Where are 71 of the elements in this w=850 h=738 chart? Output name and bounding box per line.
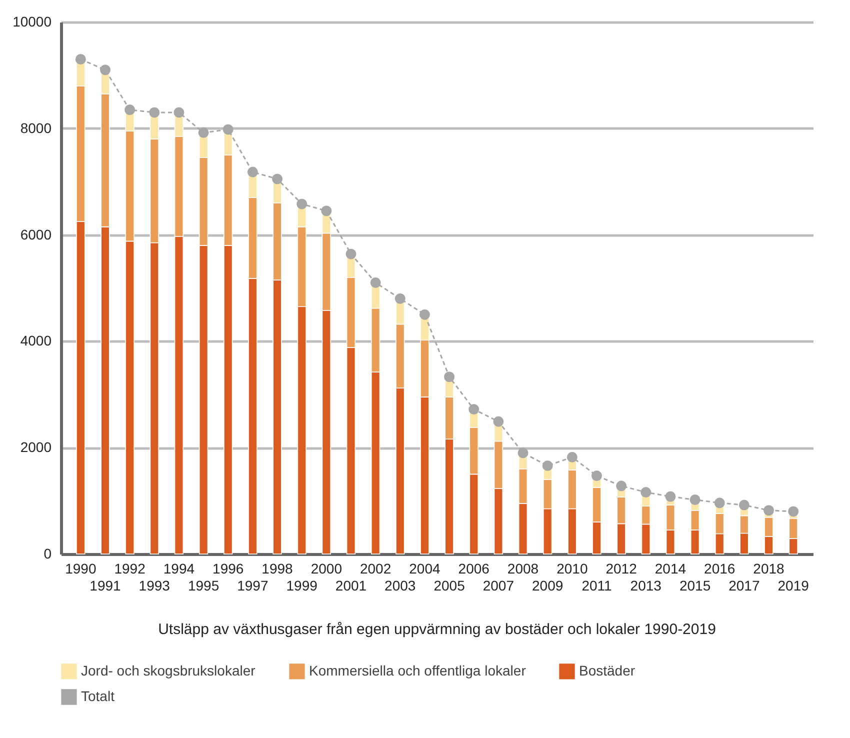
y-tick-label: 0 xyxy=(44,546,52,562)
point xyxy=(591,470,602,482)
point xyxy=(222,124,234,135)
x-tick-label: 2009 xyxy=(532,578,564,594)
point xyxy=(444,372,455,382)
x-tick-label: 1990 xyxy=(65,560,96,576)
x-tick-label: 2007 xyxy=(482,578,514,594)
x-tick-label: 1997 xyxy=(237,578,268,594)
point xyxy=(690,494,700,505)
point xyxy=(518,448,528,458)
x-tick-label: 1991 xyxy=(90,578,122,594)
point xyxy=(714,498,725,508)
point xyxy=(493,416,504,427)
x-tick-label: 1994 xyxy=(163,560,195,576)
x-tick-label: 2006 xyxy=(458,560,490,576)
point xyxy=(468,404,480,415)
x-tick-label: 2004 xyxy=(409,560,440,576)
x-tick-label: 1999 xyxy=(286,578,318,594)
point xyxy=(100,64,110,76)
point xyxy=(665,491,676,502)
y-tick-label: 10000 xyxy=(12,14,52,30)
x-tick-label: 2016 xyxy=(704,560,736,576)
x-tick-label: 2000 xyxy=(310,560,342,576)
legend-label: Kommersiella och offentliga lokaler xyxy=(309,662,526,678)
x-tick-label: 2002 xyxy=(360,560,392,576)
x-tick-label: 1992 xyxy=(114,560,146,576)
point xyxy=(346,248,356,260)
point xyxy=(296,198,308,210)
point xyxy=(198,127,209,138)
x-tick-label: 2018 xyxy=(753,560,785,576)
legend-label: Bostäder xyxy=(579,662,636,678)
point xyxy=(788,506,799,517)
x-tick-label: 2012 xyxy=(606,560,638,576)
point xyxy=(738,500,750,510)
x-tick-label: 1995 xyxy=(188,578,220,594)
point xyxy=(419,309,430,320)
y-tick-label: 4000 xyxy=(20,332,52,349)
point xyxy=(272,174,283,184)
x-tick-label: 2008 xyxy=(507,560,539,576)
point xyxy=(149,107,160,118)
point xyxy=(174,107,184,118)
point xyxy=(566,452,578,462)
x-tick-label: 2019 xyxy=(778,578,810,594)
legend-label: Jord- och skogsbrukslokaler xyxy=(81,662,256,678)
y-tick-label: 2000 xyxy=(20,439,52,456)
point xyxy=(75,54,86,64)
point xyxy=(124,104,136,116)
x-tick-label: 2005 xyxy=(434,578,466,594)
x-tick-label: 2017 xyxy=(728,578,760,594)
x-tick-label: 2001 xyxy=(335,578,367,594)
point xyxy=(616,480,627,492)
x-tick-label: 2014 xyxy=(654,560,686,576)
point xyxy=(640,487,652,498)
y-tick-label: 6000 xyxy=(20,226,52,242)
point xyxy=(247,166,258,178)
x-tick-label: 1998 xyxy=(262,560,294,576)
x-tick-label: 2015 xyxy=(679,578,711,594)
point xyxy=(370,277,381,288)
y-tick-label: 8000 xyxy=(20,120,52,136)
point xyxy=(764,505,774,516)
text: Utsläpp av växthusgaser från egen uppvärmning av bostäder och lokaler 1990-2019 xyxy=(158,621,716,638)
x-tick-label: 2010 xyxy=(556,560,588,576)
x-tick-label: 2003 xyxy=(384,578,416,594)
point xyxy=(394,293,406,304)
x-tick-label: 2013 xyxy=(630,578,662,594)
x-tick-label: 1993 xyxy=(138,578,170,594)
legend-label: Totalt xyxy=(81,688,115,704)
point xyxy=(321,206,332,216)
x-tick-label: 1996 xyxy=(212,560,244,576)
x-tick-label: 2011 xyxy=(582,578,612,594)
point xyxy=(542,460,553,471)
